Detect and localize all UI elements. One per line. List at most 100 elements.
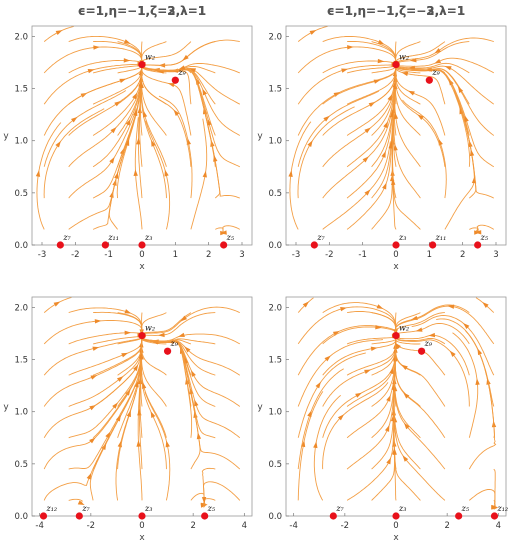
flow-arrow <box>112 402 118 409</box>
flow-arrow <box>195 78 201 85</box>
y-tick-label: 0.0 <box>268 512 282 522</box>
flow-arrow <box>477 348 483 356</box>
y-tick-label: 1.0 <box>268 137 282 147</box>
flow-arrow <box>139 352 144 360</box>
flow-arrow <box>189 68 197 73</box>
flow-arrow <box>92 346 100 351</box>
streamline <box>394 341 446 439</box>
flow-arrow <box>392 448 397 455</box>
flow-arrow <box>151 139 156 147</box>
flow-arrow <box>415 327 423 332</box>
panel-title: ϵ=1,η=−1,ζ=2,λ=1 <box>78 4 206 18</box>
point-label: z₃ <box>398 504 406 513</box>
streamline <box>198 88 221 199</box>
x-tick-label: -4 <box>35 521 43 531</box>
streamline <box>322 302 398 337</box>
streamline <box>394 63 421 168</box>
flow-arrow <box>370 346 378 351</box>
flow-arrow <box>150 411 156 418</box>
streamline <box>297 339 384 407</box>
streamline <box>468 368 497 470</box>
streamline <box>43 297 72 313</box>
point-label: z₁₂ <box>46 504 58 513</box>
streamline <box>444 124 475 230</box>
critical-point <box>310 241 318 249</box>
streamline <box>392 126 421 230</box>
flow-arrow <box>457 86 464 93</box>
critical-point <box>75 512 83 520</box>
y-tick-label: 0.0 <box>268 241 282 251</box>
point-label: z₁₂ <box>496 504 508 513</box>
streamline <box>346 64 398 136</box>
flow-arrow <box>417 114 424 121</box>
flow-arrow <box>394 342 401 350</box>
point-label: z₁₁ <box>107 233 119 242</box>
flow-arrow <box>121 352 129 358</box>
y-tick-label: 0.0 <box>14 241 28 251</box>
x-tick-label: 3 <box>239 250 244 260</box>
flow-arrow <box>207 118 212 126</box>
flow-arrow <box>475 378 480 385</box>
flow-arrow <box>401 364 408 371</box>
x-tick-label: 0 <box>393 521 398 531</box>
x-axis-label: x <box>139 262 145 272</box>
x-tick-label: -4 <box>289 521 297 531</box>
flow-arrow <box>90 375 98 380</box>
flow-arrow <box>164 169 169 177</box>
flow-arrow <box>388 141 393 149</box>
streamline <box>346 130 393 230</box>
flow-arrow <box>220 230 227 236</box>
y-tick-label: 2.0 <box>14 32 28 42</box>
flow-arrow <box>362 156 369 163</box>
flow-arrow <box>355 392 362 398</box>
flow-arrow <box>94 319 102 324</box>
critical-point <box>138 331 146 340</box>
critical-point <box>163 347 172 355</box>
streamline <box>202 481 241 506</box>
y-tick-label: 1.0 <box>14 137 28 147</box>
panel-3: ϵ=1,η=−1,ζ=2,λ=1 -4 -2 0 2 4 0.0 0.5 1.0 1.5 2.0 x y… <box>3 4 253 543</box>
flow-arrow <box>386 457 391 465</box>
streamline <box>322 334 397 407</box>
x-tick-label: -3 <box>292 250 300 260</box>
x-tick-label: -1 <box>358 250 366 260</box>
critical-point <box>138 241 146 249</box>
critical-point <box>474 241 482 249</box>
x-axis-label: x <box>139 533 145 543</box>
y-tick-label: 1.5 <box>268 85 282 95</box>
flow-arrow <box>178 65 186 70</box>
point-label: w₂ <box>399 324 409 333</box>
x-tick-label: -3 <box>38 250 46 260</box>
streamline <box>346 372 396 470</box>
point-label: z₅ <box>480 233 489 242</box>
point-label: z₇ <box>316 233 325 242</box>
flow-arrow <box>347 45 354 50</box>
streamline <box>68 108 137 199</box>
streamline <box>289 121 312 230</box>
flow-arrow <box>123 39 131 44</box>
y-tick-label: 0.5 <box>268 460 282 470</box>
y-tick-label: 1.5 <box>268 356 282 366</box>
streamline <box>43 425 116 501</box>
flow-arrow <box>116 376 124 382</box>
critical-point <box>138 512 146 520</box>
x-tick-label: 2 <box>190 521 195 531</box>
flow-arrow <box>482 302 489 308</box>
flow-arrow <box>71 116 78 123</box>
streamline <box>141 39 240 66</box>
critical-point <box>392 241 400 249</box>
flow-arrow <box>434 58 442 64</box>
x-tick-label: -2 <box>87 521 95 531</box>
streamline <box>92 62 143 136</box>
streamline <box>393 91 421 199</box>
y-tick-label: 2.0 <box>268 32 282 42</box>
streamline <box>393 334 446 407</box>
x-tick-label: 2 <box>444 521 449 531</box>
critical-point <box>455 512 463 520</box>
flow-arrow <box>447 304 455 309</box>
point-label: w₂ <box>399 53 409 62</box>
flow-arrow <box>132 92 138 100</box>
critical-point <box>39 512 48 520</box>
streamline <box>322 382 389 470</box>
streamline <box>141 336 216 407</box>
